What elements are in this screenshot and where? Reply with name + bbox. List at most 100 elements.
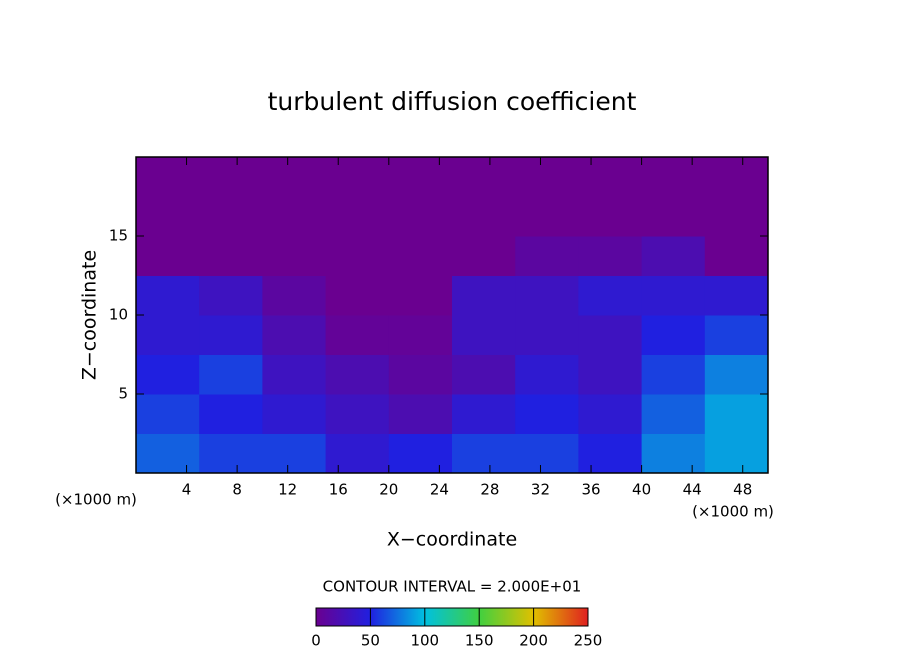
heat-cell	[452, 236, 516, 276]
heat-cell	[515, 236, 579, 276]
x-tick-label: 12	[278, 481, 297, 499]
heat-cell	[515, 157, 579, 197]
heat-cell	[388, 196, 453, 237]
heat-cell	[199, 315, 263, 355]
heat-cell	[704, 394, 769, 434]
x-tick-label: 24	[430, 481, 449, 499]
colorbar	[315, 607, 589, 627]
heat-cell	[388, 354, 453, 395]
heat-cell	[452, 394, 516, 434]
heat-cell	[388, 394, 453, 434]
heat-cell	[515, 394, 579, 434]
heat-cell	[641, 275, 706, 316]
heat-cell	[452, 196, 516, 237]
x-tick-label: 16	[329, 481, 348, 499]
colorbar-tick-label: 50	[361, 632, 380, 650]
heat-cell	[641, 157, 706, 197]
heat-cell	[704, 315, 769, 355]
x-axis-label: X−coordinate	[387, 529, 517, 551]
heat-cell	[704, 354, 769, 395]
x-tick-label: 48	[733, 481, 752, 499]
heat-cell	[136, 394, 200, 434]
heat-cell	[388, 433, 453, 474]
heat-cell	[136, 236, 200, 276]
x-tick-label: 44	[683, 481, 702, 499]
heat-cell	[325, 275, 390, 316]
heat-cell	[388, 315, 453, 355]
heat-cell	[262, 196, 327, 237]
heat-cell	[704, 236, 769, 276]
colorbar-tick-label: 100	[410, 632, 439, 650]
heat-cell	[325, 157, 390, 197]
heat-cell	[325, 394, 390, 434]
heat-cell	[262, 394, 327, 434]
heat-cell	[452, 433, 516, 474]
x-unit-label: (×1000 m)	[692, 503, 774, 521]
heat-cell	[262, 354, 327, 395]
heat-cell	[578, 157, 643, 197]
heat-cell	[199, 394, 263, 434]
heat-cell	[515, 354, 579, 395]
heat-cell	[262, 275, 327, 316]
y-axis-label: Z−coordinate	[79, 250, 101, 380]
chart-title: turbulent diffusion coefficient	[268, 87, 637, 116]
heat-cell	[578, 275, 643, 316]
heat-cell	[704, 196, 769, 237]
heat-cell	[641, 196, 706, 237]
heat-cell	[641, 354, 706, 395]
heat-cell	[388, 157, 453, 197]
heat-cell	[641, 394, 706, 434]
heat-cell	[578, 394, 643, 434]
heat-cell	[452, 157, 516, 197]
heat-cell	[325, 236, 390, 276]
heat-cell	[452, 354, 516, 395]
heat-cell	[704, 157, 769, 197]
colorbar-tick-label: 0	[311, 632, 321, 650]
colorbar-tick-label: 150	[465, 632, 494, 650]
heat-cell	[388, 236, 453, 276]
x-tick-label: 32	[531, 481, 550, 499]
heat-cell	[388, 275, 453, 316]
x-tick-label: 8	[232, 481, 242, 499]
heat-cell	[262, 157, 327, 197]
heat-cell	[704, 275, 769, 316]
x-unit-label: (×1000 m)	[55, 491, 137, 509]
colorbar-tick-label: 200	[519, 632, 548, 650]
heat-cell	[199, 433, 263, 474]
y-tick-label: 10	[109, 306, 128, 324]
x-tick-label: 40	[632, 481, 651, 499]
x-tick-label: 20	[379, 481, 398, 499]
heat-cell	[325, 354, 390, 395]
heat-cell	[578, 315, 643, 355]
heat-cell	[262, 315, 327, 355]
heat-cell	[515, 275, 579, 316]
heat-cell	[704, 433, 769, 474]
heat-cell	[136, 433, 200, 474]
heat-cell	[578, 354, 643, 395]
y-tick-label: 15	[109, 227, 128, 245]
heat-cell	[199, 354, 263, 395]
heat-cell	[199, 196, 263, 237]
heat-cell	[325, 196, 390, 237]
heat-cell	[136, 315, 200, 355]
heat-cell	[515, 315, 579, 355]
heat-cell	[515, 196, 579, 237]
y-tick-label: 5	[118, 385, 128, 403]
x-tick-label: 28	[480, 481, 499, 499]
heat-cell	[136, 196, 200, 237]
heat-cell	[641, 236, 706, 276]
heat-cell	[452, 275, 516, 316]
heat-cell	[325, 433, 390, 474]
contour-interval: CONTOUR INTERVAL = 2.000E+01	[323, 578, 582, 596]
heat-cell	[136, 354, 200, 395]
heat-cell	[199, 157, 263, 197]
heat-cell	[199, 275, 263, 316]
heat-cell	[641, 433, 706, 474]
heat-cell	[262, 236, 327, 276]
heat-cell	[578, 196, 643, 237]
x-tick-label: 4	[182, 481, 192, 499]
colorbar-tick-label: 250	[574, 632, 603, 650]
x-tick-label: 36	[581, 481, 600, 499]
